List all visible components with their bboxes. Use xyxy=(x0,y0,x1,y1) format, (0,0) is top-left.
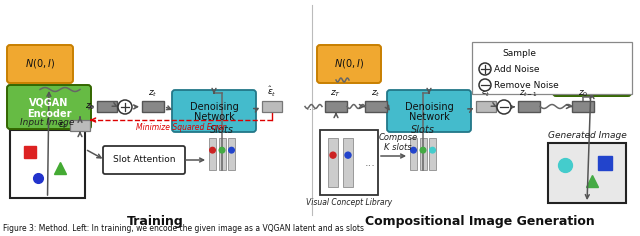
Bar xyxy=(228,138,235,170)
Bar xyxy=(518,101,540,112)
Text: K slots: K slots xyxy=(384,143,412,152)
Bar xyxy=(410,138,417,170)
Text: Sample: Sample xyxy=(502,49,536,58)
Text: Compositional Image Generation: Compositional Image Generation xyxy=(365,215,595,228)
Text: Slots: Slots xyxy=(210,125,234,135)
Circle shape xyxy=(118,100,132,114)
Bar xyxy=(328,138,338,187)
Circle shape xyxy=(479,63,491,75)
Bar xyxy=(429,138,436,170)
Text: $\varepsilon_t$: $\varepsilon_t$ xyxy=(58,120,68,131)
Bar xyxy=(70,120,90,131)
Text: Slot Attention: Slot Attention xyxy=(113,156,175,164)
Text: $z_0$: $z_0$ xyxy=(84,101,95,112)
FancyBboxPatch shape xyxy=(7,85,91,129)
Bar xyxy=(320,130,378,195)
Bar xyxy=(572,101,594,112)
FancyBboxPatch shape xyxy=(317,45,381,83)
Text: Figure 3: Method. Left: In training, we encode the given image as a VQGAN latent: Figure 3: Method. Left: In training, we … xyxy=(3,224,364,233)
Text: Remove Noise: Remove Noise xyxy=(494,80,559,89)
Text: $z_t$: $z_t$ xyxy=(148,88,157,99)
Bar xyxy=(325,101,347,112)
Text: $z_0$: $z_0$ xyxy=(578,88,588,99)
Bar xyxy=(548,143,626,203)
Circle shape xyxy=(497,100,511,114)
Circle shape xyxy=(210,147,215,153)
Text: $\hat{\varepsilon}_t$: $\hat{\varepsilon}_t$ xyxy=(481,85,491,99)
Text: VQGAN: VQGAN xyxy=(29,97,68,107)
FancyBboxPatch shape xyxy=(7,45,73,83)
Circle shape xyxy=(219,147,225,153)
Text: $N(0, I)$: $N(0, I)$ xyxy=(334,58,364,71)
Text: Visual Concept Library: Visual Concept Library xyxy=(306,198,392,207)
Bar xyxy=(343,138,353,187)
Text: Add Noise: Add Noise xyxy=(494,64,540,73)
Circle shape xyxy=(420,147,426,153)
Bar xyxy=(142,101,164,112)
Circle shape xyxy=(330,152,336,158)
FancyBboxPatch shape xyxy=(553,52,631,96)
FancyBboxPatch shape xyxy=(387,90,471,132)
Text: Generated Image: Generated Image xyxy=(548,131,627,140)
FancyBboxPatch shape xyxy=(172,90,256,132)
Circle shape xyxy=(345,152,351,158)
Text: Denoising: Denoising xyxy=(404,102,453,112)
Bar xyxy=(419,138,426,170)
Bar xyxy=(262,101,282,112)
Text: Slots: Slots xyxy=(411,125,435,135)
Text: Compose: Compose xyxy=(378,134,417,143)
Text: Training: Training xyxy=(127,215,184,228)
Text: Decoder: Decoder xyxy=(569,76,615,86)
Text: $N(0, I)$: $N(0, I)$ xyxy=(25,58,55,71)
FancyBboxPatch shape xyxy=(103,146,185,174)
Circle shape xyxy=(479,79,491,91)
Text: Network: Network xyxy=(194,113,234,122)
Bar xyxy=(365,101,387,112)
Text: $z_t$: $z_t$ xyxy=(371,88,381,99)
Bar xyxy=(476,101,496,112)
Bar xyxy=(97,101,117,112)
Text: Network: Network xyxy=(408,113,449,122)
Text: $z_T$: $z_T$ xyxy=(330,88,342,99)
Bar xyxy=(10,130,85,198)
Text: ...: ... xyxy=(365,157,376,168)
Circle shape xyxy=(411,147,416,153)
Text: Denoising: Denoising xyxy=(189,102,238,112)
Text: ...: ... xyxy=(306,101,317,111)
Bar xyxy=(218,138,225,170)
Text: VQGAN: VQGAN xyxy=(572,64,612,74)
Circle shape xyxy=(228,147,234,153)
Text: $z_{t-1}$: $z_{t-1}$ xyxy=(520,88,538,99)
Text: Minimize Squared Error: Minimize Squared Error xyxy=(136,123,226,132)
Bar xyxy=(209,138,216,170)
Bar xyxy=(472,42,632,94)
Circle shape xyxy=(429,147,435,153)
Text: Input Image: Input Image xyxy=(20,118,75,127)
Text: $\hat{\varepsilon}_t$: $\hat{\varepsilon}_t$ xyxy=(267,85,277,99)
Text: Encoder: Encoder xyxy=(27,109,71,119)
